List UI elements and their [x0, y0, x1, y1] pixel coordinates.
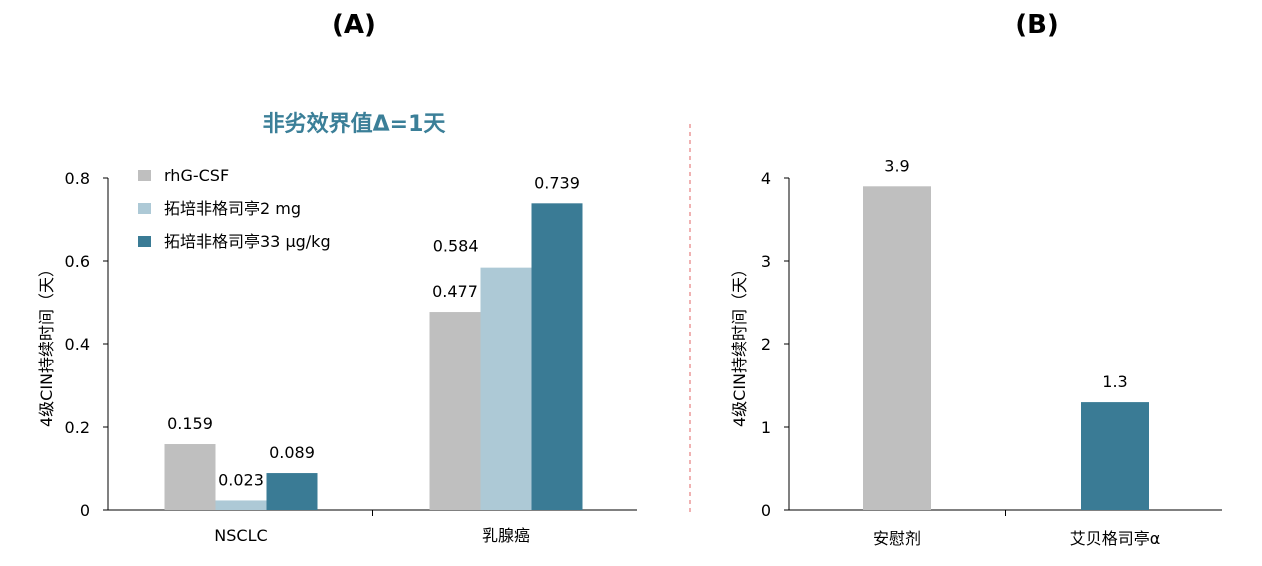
panel-a-data-label: 0.023	[218, 470, 264, 489]
panel-b-data-label: 1.3	[1102, 372, 1127, 391]
panel-a-legend-label: 拓培非格司亭33 μg/kg	[164, 232, 331, 251]
panel-a-legend-swatch	[138, 203, 151, 214]
panel-a-category-label: 乳腺癌	[482, 526, 530, 545]
panel-a-bar	[480, 267, 532, 510]
panel-b-y-tick-label: 3	[761, 252, 771, 271]
panel-b-bar	[1081, 402, 1149, 510]
panel-a-data-label: 0.477	[432, 282, 478, 301]
panel-a-bar	[215, 500, 267, 510]
panel-b-label: (B)	[1015, 10, 1059, 40]
panel-b-bar	[863, 186, 931, 511]
panel-b-category-label: 安慰剂	[873, 529, 921, 548]
panel-b-y-tick-label: 4	[761, 169, 771, 188]
panel-a-bar	[429, 312, 481, 510]
panel-a-data-label: 0.089	[269, 443, 315, 462]
panel-a-category-label: NSCLC	[214, 526, 267, 545]
panel-a-y-axis-label: 4级CIN持续时间（天）	[37, 261, 56, 427]
panel-a-data-label: 0.739	[534, 173, 580, 192]
panel-a-label: (A)	[332, 10, 376, 40]
panel-a-y-tick-label: 0.4	[65, 335, 90, 354]
panel-a-annotation: 非劣效界值Δ=1天	[263, 111, 447, 137]
panel-b-y-tick-label: 1	[761, 418, 771, 437]
panel-b-y-tick-label: 0	[761, 501, 771, 520]
panel-a-y-tick-label: 0.2	[65, 418, 90, 437]
panel-a-bar	[531, 203, 583, 510]
panel-a-data-label: 0.584	[433, 237, 479, 256]
panel-a-legend-swatch	[138, 236, 151, 247]
panel-a-legend-label: 拓培非格司亭2 mg	[164, 199, 301, 218]
panel-a-bar	[164, 444, 216, 510]
panel-a-legend-label: rhG-CSF	[164, 166, 229, 185]
panel-a-y-tick-label: 0.8	[65, 169, 90, 188]
panel-a-data-label: 0.159	[167, 414, 213, 433]
panel-a-bar	[266, 473, 318, 510]
panel-a-legend-swatch	[138, 170, 151, 181]
panel-b-data-label: 3.9	[884, 156, 909, 175]
panel-b-y-axis-label: 4级CIN持续时间（天）	[730, 261, 749, 427]
panel-b-y-tick-label: 2	[761, 335, 771, 354]
panel-b-category-label: 艾贝格司亭α	[1070, 529, 1161, 548]
panel-a-y-tick-label: 0	[80, 501, 90, 520]
panel-a-y-tick-label: 0.6	[65, 252, 90, 271]
